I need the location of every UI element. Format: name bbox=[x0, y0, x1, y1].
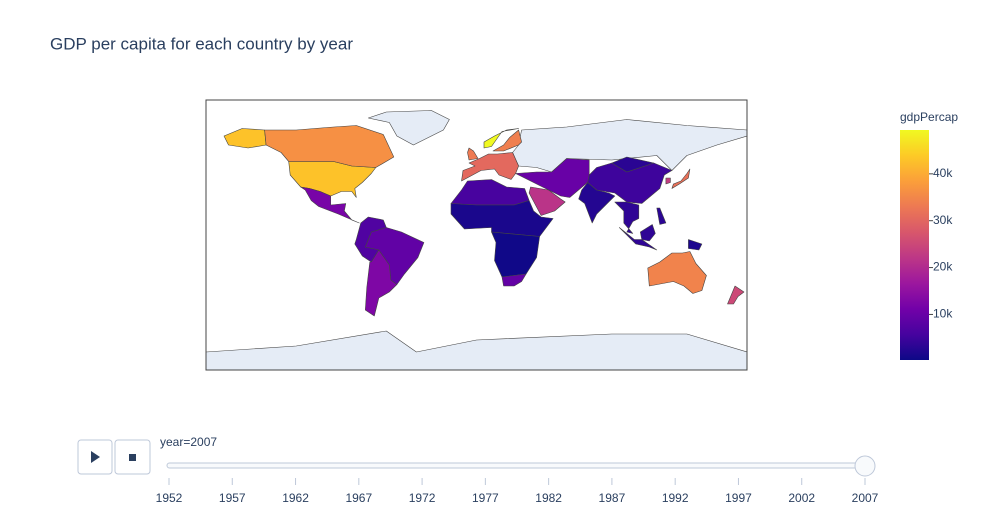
slider-tick-label: 1957 bbox=[219, 491, 246, 505]
country bbox=[727, 285, 745, 305]
slider-tick-label: 2002 bbox=[788, 491, 815, 505]
colorbar-title: gdpPercap bbox=[900, 110, 958, 124]
slider-tick-label: 1987 bbox=[599, 491, 626, 505]
no-data-land bbox=[206, 330, 747, 370]
no-data-land bbox=[368, 110, 450, 146]
colorbar-tick-label: 20k bbox=[933, 260, 953, 274]
slider-current-value: year=2007 bbox=[160, 435, 217, 449]
chart-title: GDP per capita for each country by year bbox=[50, 34, 353, 53]
country bbox=[365, 249, 398, 317]
country bbox=[461, 152, 519, 182]
colorbar-tick-label: 40k bbox=[933, 166, 953, 180]
country bbox=[264, 125, 395, 168]
slider-tick-label: 2007 bbox=[852, 491, 879, 505]
country bbox=[688, 239, 703, 251]
slider-tick-label: 1967 bbox=[345, 491, 372, 505]
country bbox=[671, 168, 691, 189]
country bbox=[614, 201, 640, 234]
country bbox=[578, 182, 616, 224]
slider-tick-label: 1977 bbox=[472, 491, 499, 505]
country bbox=[467, 147, 479, 161]
colorbar-tick-label: 10k bbox=[933, 307, 953, 321]
colorbar bbox=[900, 130, 929, 360]
slider-tick-label: 1992 bbox=[662, 491, 689, 505]
country bbox=[656, 207, 667, 225]
country bbox=[611, 156, 655, 173]
play-button[interactable] bbox=[77, 439, 113, 475]
slider-track[interactable] bbox=[166, 462, 868, 469]
country bbox=[492, 129, 522, 152]
country bbox=[647, 251, 707, 294]
country bbox=[501, 273, 527, 287]
country bbox=[665, 177, 671, 185]
slider-tick-label: 1952 bbox=[156, 491, 183, 505]
country bbox=[619, 224, 658, 251]
play-icon bbox=[91, 451, 100, 463]
country bbox=[300, 186, 360, 224]
map bbox=[206, 100, 747, 370]
country bbox=[483, 128, 519, 149]
slider-tick-label: 1982 bbox=[535, 491, 562, 505]
slider-tick-label: 1972 bbox=[409, 491, 436, 505]
slider-tick-label: 1997 bbox=[725, 491, 752, 505]
map-frame bbox=[205, 99, 748, 371]
stop-icon bbox=[129, 454, 136, 461]
stop-button[interactable] bbox=[114, 439, 151, 475]
country bbox=[528, 186, 566, 216]
slider-handle[interactable] bbox=[854, 455, 876, 477]
country bbox=[450, 200, 554, 237]
colorbar-tick-label: 30k bbox=[933, 213, 953, 227]
country bbox=[354, 216, 387, 263]
slider-tick-label: 1962 bbox=[282, 491, 309, 505]
